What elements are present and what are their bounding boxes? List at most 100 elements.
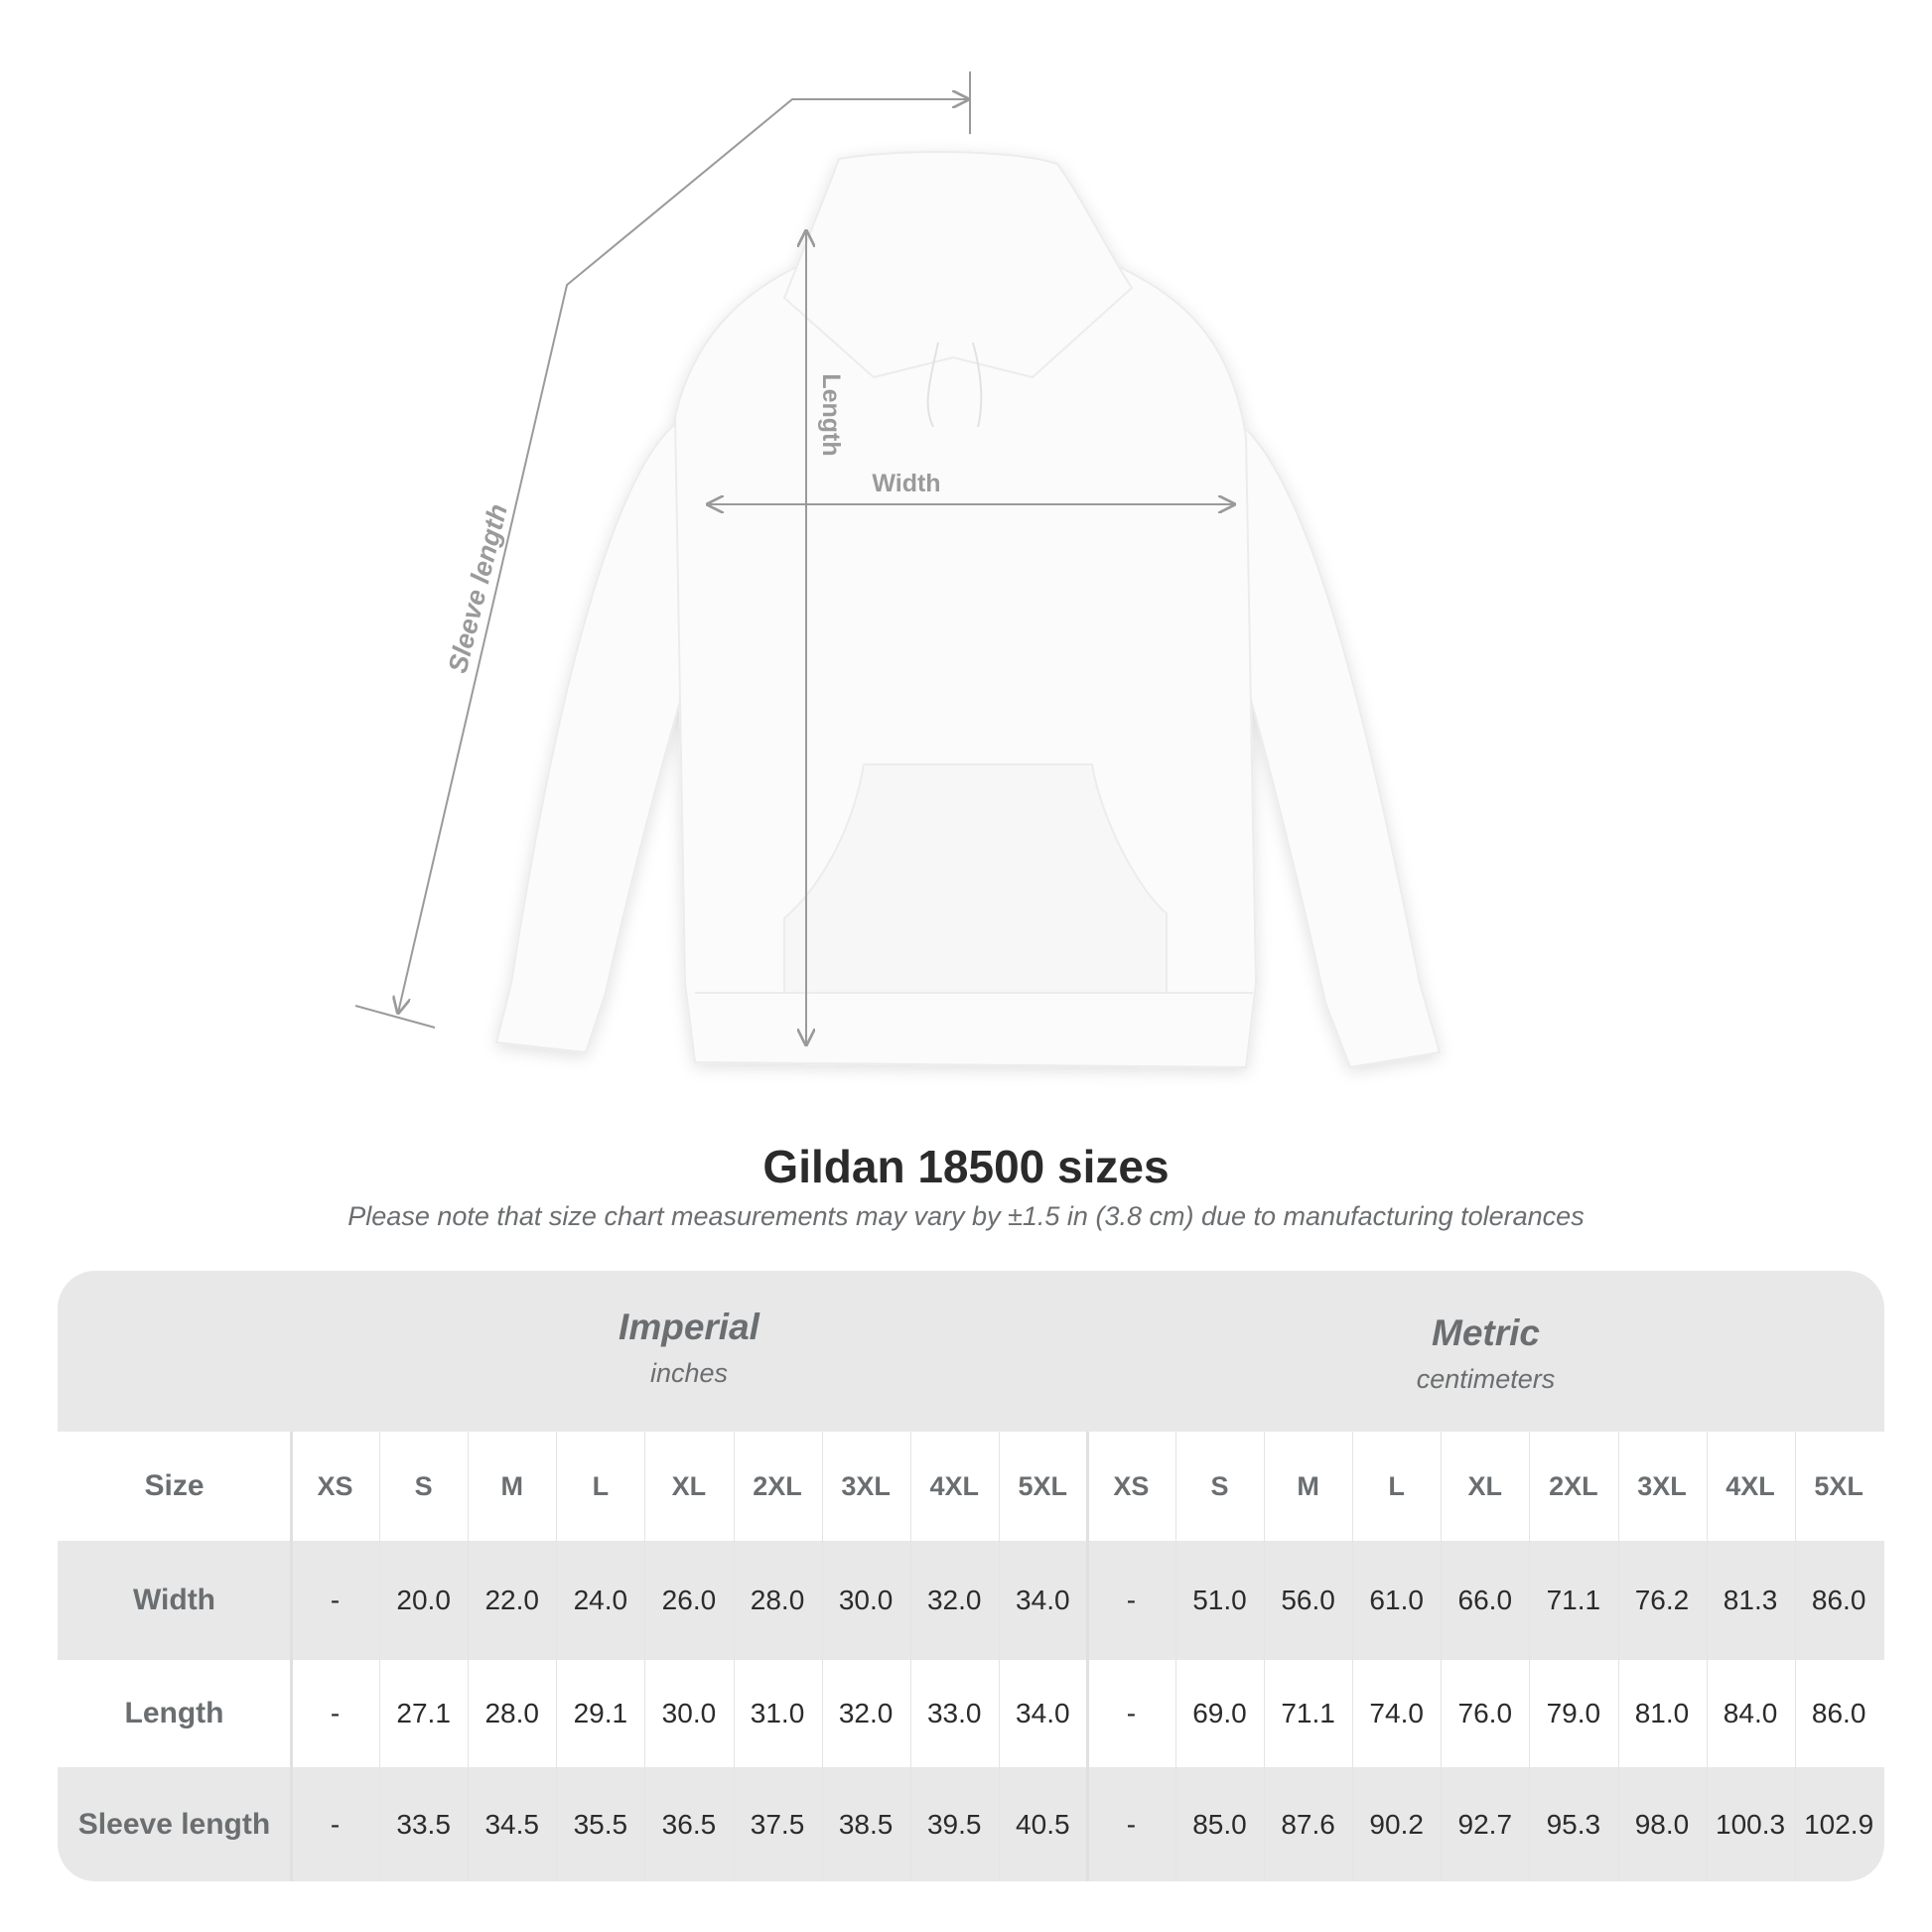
metric-value: 100.3 (1716, 1808, 1786, 1840)
metric-value: 86.0 (1811, 1585, 1866, 1615)
size-label: Size (144, 1469, 205, 1502)
size-header-row: Size XS S M L XL 2XL 3XL 4XL 5XL XS S M L XL 2XL 3XL 4XL 5… (58, 1432, 1884, 1541)
metric-value: 61.0 (1369, 1585, 1424, 1615)
column-divider (733, 1432, 735, 1881)
size-header: M (500, 1470, 523, 1501)
imperial-value: 37.5 (750, 1808, 805, 1840)
row-band (58, 1541, 1884, 1660)
column-divider (1085, 1432, 1089, 1881)
column-divider (1441, 1432, 1443, 1881)
imperial-value: 39.5 (926, 1808, 982, 1840)
imperial-value: 33.5 (396, 1808, 451, 1840)
size-header: 4XL (1725, 1470, 1775, 1501)
column-divider (1617, 1432, 1619, 1881)
metric-value: 71.1 (1546, 1585, 1601, 1615)
metric-value: 74.0 (1369, 1698, 1424, 1728)
column-divider (1175, 1432, 1176, 1881)
column-divider (1352, 1432, 1354, 1881)
metric-value: 87.6 (1281, 1808, 1335, 1840)
imperial-value: 29.1 (573, 1698, 628, 1728)
imperial-value: 34.0 (1016, 1698, 1070, 1728)
metric-group: Metric centimeters (1087, 1271, 1884, 1432)
header-band (58, 1271, 1884, 1432)
column-divider (1794, 1432, 1796, 1881)
imperial-value: 30.0 (838, 1585, 894, 1615)
size-header: S (1210, 1470, 1229, 1501)
size-header: 2XL (753, 1470, 802, 1501)
column-divider (1706, 1432, 1708, 1881)
row-band (58, 1767, 1884, 1881)
imperial-value: 38.5 (838, 1808, 894, 1840)
metric-value: 76.0 (1457, 1698, 1513, 1728)
metric-value: 69.0 (1192, 1698, 1247, 1728)
size-header: 2XL (1549, 1470, 1598, 1501)
size-header: XL (671, 1470, 707, 1501)
size-table: Imperial inches Metric centimeters Size X… (58, 1271, 1884, 1881)
row-label: Length (124, 1697, 224, 1729)
chart-title: Gildan 18500 sizes (762, 1141, 1170, 1192)
metric-value: 81.0 (1634, 1698, 1690, 1728)
column-divider (290, 1432, 293, 1881)
imperial-value: 40.5 (1016, 1808, 1070, 1840)
size-header: 4XL (929, 1470, 979, 1501)
sleeve-length-line (398, 99, 968, 1013)
size-header: XS (317, 1470, 353, 1501)
imperial-value: - (330, 1698, 341, 1728)
column-divider (998, 1432, 1000, 1881)
table-row: Sleeve length - 33.5 34.5 35.5 36.5 37.5 38.5 39… (58, 1767, 1884, 1881)
size-header: M (1297, 1470, 1319, 1501)
hoodie-diagram: Length Width Sleeve length (354, 71, 1442, 1069)
metric-value: 86.0 (1811, 1698, 1866, 1728)
imperial-value: 28.0 (484, 1698, 539, 1728)
table-row: Length - 27.1 28.0 29.1 30.0 31.0 32.0 33.0 34.0 -… (58, 1660, 1884, 1767)
column-divider (379, 1432, 381, 1881)
metric-unit: centimeters (1416, 1364, 1556, 1394)
imperial-value: - (330, 1808, 341, 1840)
size-header: 3XL (841, 1470, 891, 1501)
metric-value: 71.1 (1281, 1698, 1335, 1728)
imperial-title: Imperial (619, 1307, 759, 1347)
size-header: XL (1467, 1470, 1503, 1501)
column-divider (644, 1432, 646, 1881)
metric-value: 98.0 (1634, 1808, 1690, 1840)
imperial-value: 33.0 (926, 1698, 982, 1728)
sleeve-length-label: Sleeve length (443, 501, 513, 676)
imperial-value: 30.0 (661, 1698, 717, 1728)
row-label: Width (132, 1584, 216, 1616)
metric-value: 90.2 (1369, 1808, 1424, 1840)
tolerance-note: Please note that size chart measurements… (347, 1201, 1585, 1231)
imperial-value: 22.0 (484, 1585, 539, 1615)
imperial-value: 32.0 (926, 1585, 982, 1615)
table-row: Width - 20.0 22.0 24.0 26.0 28.0 30.0 32.0 34.0 - 5… (58, 1541, 1884, 1660)
metric-value: - (1126, 1808, 1137, 1840)
imperial-value: 32.0 (838, 1698, 894, 1728)
imperial-value: 24.0 (573, 1585, 628, 1615)
size-header: L (592, 1470, 610, 1501)
imperial-value: 34.0 (1016, 1585, 1070, 1615)
metric-value: 85.0 (1192, 1808, 1247, 1840)
metric-value: 51.0 (1192, 1585, 1247, 1615)
size-header: 3XL (1637, 1470, 1687, 1501)
metric-value: 76.2 (1634, 1585, 1690, 1615)
imperial-value: 31.0 (750, 1698, 805, 1728)
imperial-value: 26.0 (661, 1585, 717, 1615)
metric-value: 102.9 (1804, 1808, 1874, 1840)
imperial-value: 28.0 (750, 1585, 805, 1615)
metric-value: 81.3 (1723, 1585, 1778, 1615)
row-label: Sleeve length (77, 1807, 271, 1841)
metric-title: Metric (1432, 1312, 1540, 1353)
imperial-value: 34.5 (484, 1808, 539, 1840)
column-divider (821, 1432, 823, 1881)
imperial-group: Imperial inches (291, 1271, 1087, 1432)
measurement-lines (354, 71, 1234, 1044)
metric-value: 56.0 (1281, 1585, 1335, 1615)
length-label: Length (817, 373, 845, 456)
metric-value: 95.3 (1546, 1808, 1601, 1840)
imperial-value: 20.0 (396, 1585, 451, 1615)
metric-value: 84.0 (1723, 1698, 1778, 1728)
column-divider (909, 1432, 911, 1881)
imperial-value: 27.1 (396, 1698, 451, 1728)
metric-value: - (1126, 1698, 1137, 1728)
metric-value: 66.0 (1457, 1585, 1513, 1615)
imperial-unit: inches (649, 1358, 729, 1388)
